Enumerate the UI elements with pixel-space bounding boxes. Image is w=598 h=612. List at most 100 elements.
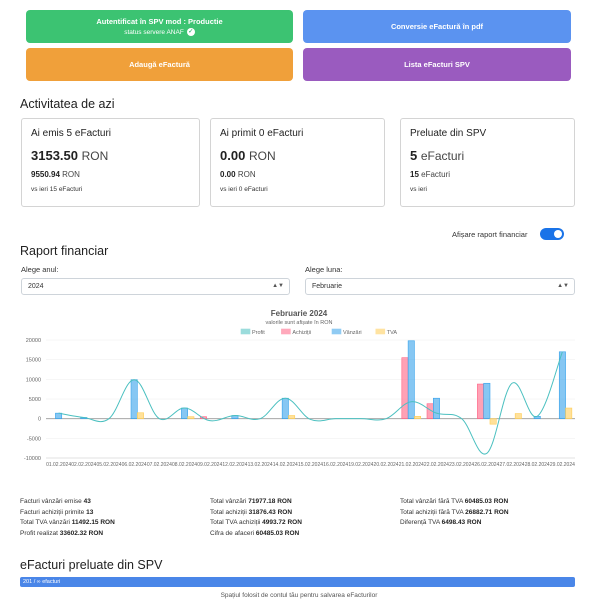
stat-col1-2: Total TVA vânzări 11492.15 RON — [20, 519, 115, 526]
card-title: Preluate din SPV — [410, 128, 487, 139]
convert-pdf-button[interactable]: Conversie eFactură în pdf — [303, 10, 571, 43]
stat-label: Diferență TVA — [400, 519, 442, 526]
bar-achiziții — [477, 383, 484, 419]
bar-tva — [414, 416, 422, 419]
card-note: vs ieri 15 eFacturi — [31, 186, 83, 193]
bar-tva — [565, 407, 573, 419]
stat-value: 11492.15 RON — [71, 519, 115, 526]
bar-tva — [514, 413, 522, 419]
card-note: vs ieri — [410, 186, 427, 193]
y-tick-label: -5000 — [27, 436, 41, 442]
bar-vânzări — [281, 397, 289, 419]
year-select-value: 2024 — [28, 283, 44, 290]
spv-storage-caption: Spațiul folosit de contul tău pentru sal… — [220, 592, 378, 599]
card-title: Ai primit 0 eFacturi — [220, 128, 304, 139]
x-tick-label: 08.02.2024 — [172, 462, 197, 468]
stat-label: Total vânzări — [210, 498, 249, 505]
x-tick-label: 27.02.2024 — [500, 462, 525, 468]
stat-col3-1: Total achiziții fără TVA 26882.71 RON — [400, 509, 509, 516]
y-tick-label: 0 — [38, 417, 41, 423]
spv-progress-bar: 201 / ∞ efacturi — [20, 577, 575, 587]
card-note: vs ieri 0 eFacturi — [220, 186, 268, 193]
card-big-value: 3153.50 — [31, 148, 78, 163]
profit-line-path — [58, 351, 563, 455]
bar-vânzări — [130, 379, 138, 419]
stat-label: Total TVA achiziții — [210, 519, 263, 526]
list-spv-button[interactable]: Lista eFacturi SPV — [303, 48, 571, 81]
legend-label: Achiziții — [292, 330, 311, 336]
bar-tva — [288, 415, 296, 419]
chevron-updown-icon: ▲▼ — [272, 283, 284, 289]
spv-fetched-card: Preluate din SPV 5 eFacturi 15 eFacturi … — [400, 118, 575, 207]
add-efactura-button[interactable]: Adaugă eFactură — [26, 48, 293, 81]
chart-x-labels: 01.02.2024 02.02.2024 05.02.2024 06.02.2024… — [46, 462, 575, 468]
chevron-updown-icon: ▲▼ — [557, 283, 569, 289]
stat-col2-1: Total achiziții 31876.43 RON — [210, 509, 292, 516]
stat-label: Total TVA vânzări — [20, 519, 72, 526]
year-select[interactable]: 2024 ▲▼ — [21, 278, 290, 295]
stat-col2-0: Total vânzări 71977.18 RON — [210, 498, 292, 505]
x-tick-label: 21.02.2024 — [399, 462, 424, 468]
bar-vânzări — [558, 351, 566, 419]
received-card: Ai primit 0 eFacturi 0.00 RON 0.00 RON v… — [210, 118, 385, 207]
month-select-value: Februarie — [312, 283, 342, 290]
y-tick-label: 10000 — [26, 377, 41, 383]
bar-tva — [489, 418, 497, 425]
x-tick-label: 23.02.2024 — [449, 462, 474, 468]
stat-value: 33602.32 RON — [59, 529, 104, 537]
year-label: Alege anul: — [21, 265, 59, 274]
card-mid-unit: eFacturi — [421, 170, 451, 179]
bar-vânzări — [407, 340, 415, 419]
stat-label: Facturi achiziții primite — [20, 508, 87, 516]
spv-auth-title: Autentificat în SPV mod : Productie — [96, 17, 223, 26]
card-big-unit: RON — [81, 149, 109, 163]
stat-value: 4993.72 RON — [262, 519, 302, 526]
x-tick-label: 29.02.2024 — [550, 462, 575, 468]
card-big-unit: eFacturi — [420, 149, 465, 163]
y-tick-label: 20000 — [26, 338, 41, 344]
bar-vânzări — [483, 382, 491, 419]
x-tick-label: 12.02.2024 — [222, 462, 247, 468]
card-big-unit: RON — [248, 149, 276, 163]
month-select[interactable]: Februarie ▲▼ — [305, 278, 575, 295]
bar-tva — [137, 412, 144, 419]
card-mid-unit: RON — [62, 170, 80, 179]
card-mid-value: 9550.94 — [31, 170, 60, 179]
stat-col2-3: Cifra de afaceri 60485.03 RON — [210, 530, 299, 537]
stat-col3-0: Total vânzări fără TVA 60485.03 RON — [400, 498, 508, 505]
legend-swatch — [281, 328, 291, 335]
stat-col1-0: Facturi vânzări emise 43 — [20, 498, 91, 505]
stat-value: 6498.43 RON — [441, 519, 482, 526]
x-tick-label: 06.02.2024 — [122, 462, 147, 468]
stat-label: Total vânzări fără TVA — [400, 498, 465, 505]
chart-profit-line — [58, 351, 563, 455]
stat-col3-2: Diferență TVA 6498.43 RON — [400, 519, 481, 526]
x-tick-label: 22.02.2024 — [424, 462, 449, 468]
stat-col2-2: Total TVA achiziții 4993.72 RON — [210, 519, 302, 526]
chart-subtitle: valorile sunt afișate în RON — [266, 320, 333, 326]
spv-auth-button[interactable]: Autentificat în SPV mod : Productie stat… — [26, 10, 293, 43]
legend-swatch — [331, 328, 342, 335]
issued-card: Ai emis 5 eFacturi 3153.50 RON 9550.94 R… — [21, 118, 200, 207]
x-tick-label: 05.02.2024 — [96, 462, 121, 468]
legend-label: TVA — [387, 330, 398, 336]
bar-vânzări — [181, 407, 188, 419]
y-tick-label: -10000 — [24, 456, 41, 462]
y-tick-label: 5000 — [29, 397, 41, 403]
legend-swatch — [240, 328, 251, 335]
card-title: Ai emis 5 eFacturi — [31, 128, 112, 139]
legend-label: Profit — [252, 330, 265, 336]
stat-label: Total achiziții fără TVA — [400, 508, 466, 516]
stat-value: 71977.18 RON — [248, 498, 292, 505]
x-tick-label: 07.02.2024 — [147, 462, 172, 468]
financial-chart: Februarie 2024 valorile sunt afișate în … — [24, 309, 575, 468]
financial-report-toggle-label: Afișare raport financiar — [452, 230, 528, 239]
x-tick-label: 01.02.2024 — [46, 462, 71, 468]
stat-value: 60485.03 RON — [464, 498, 509, 505]
x-tick-label: 15.02.2024 — [298, 462, 323, 468]
financial-report-toggle[interactable] — [540, 228, 564, 240]
x-tick-label: 19.02.2024 — [348, 462, 373, 468]
month-label: Alege luna: — [305, 265, 343, 274]
x-tick-label: 13.02.2024 — [248, 462, 273, 468]
y-tick-label: 15000 — [26, 358, 41, 364]
